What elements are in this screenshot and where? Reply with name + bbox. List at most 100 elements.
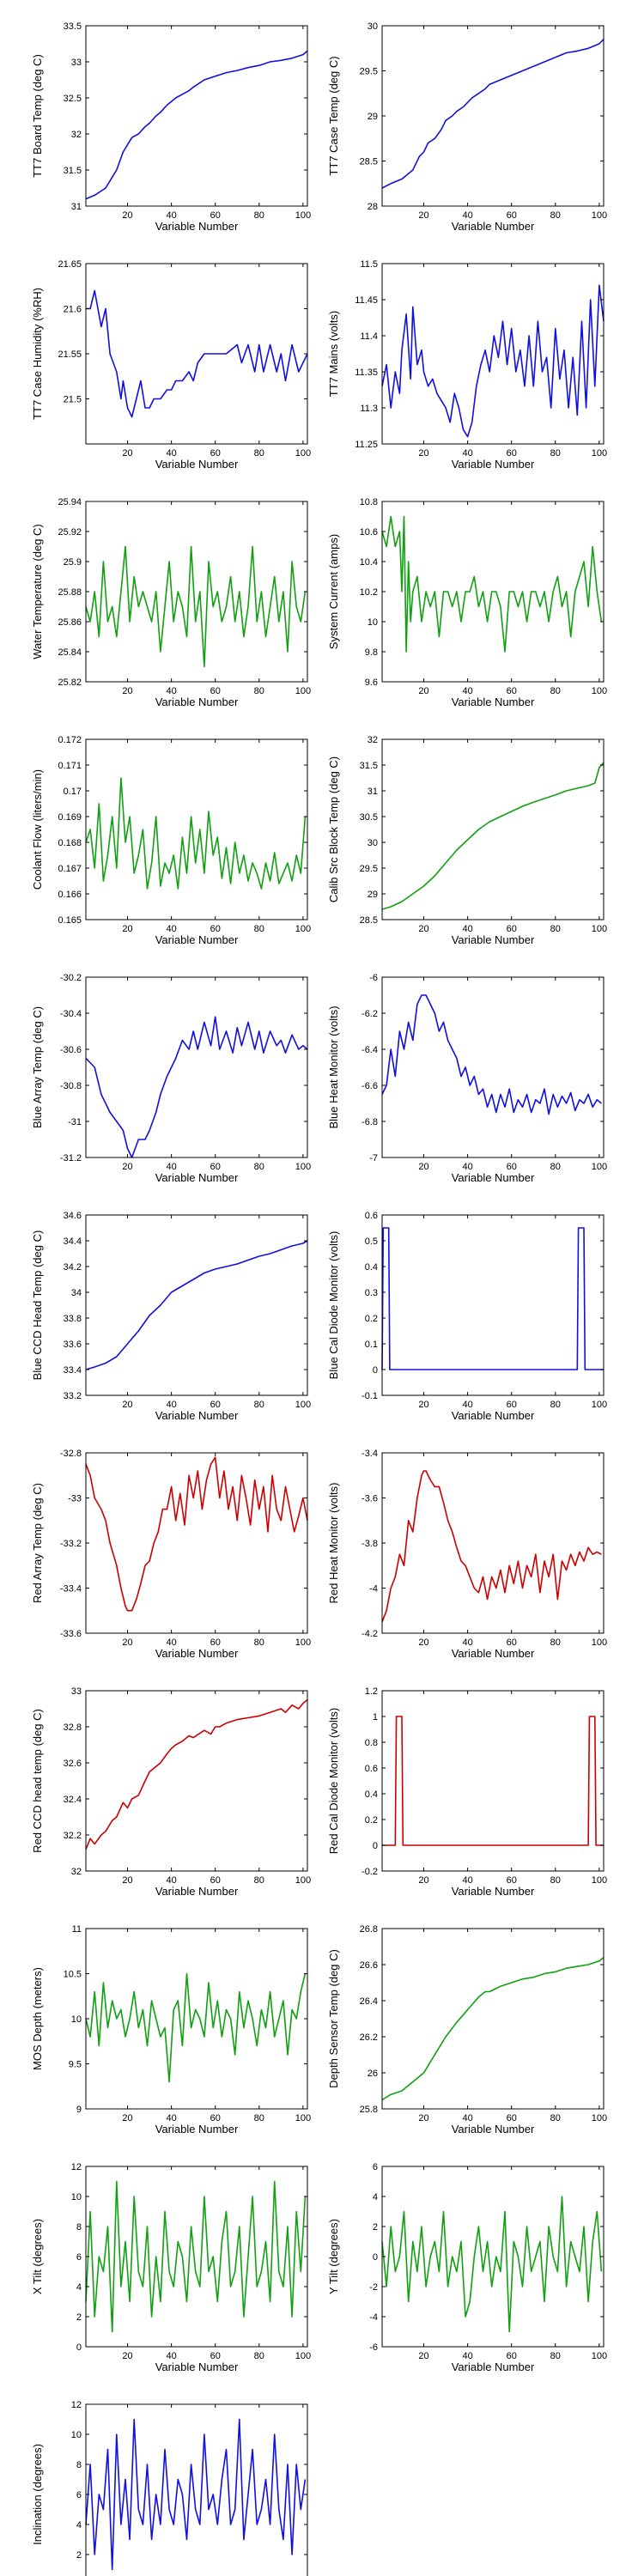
x-axis-label: Variable Number bbox=[452, 696, 535, 708]
y-tick-label: 25.8 bbox=[360, 2105, 378, 2115]
series-line bbox=[86, 289, 308, 418]
x-tick-label: 20 bbox=[122, 924, 132, 934]
chart-panel-16: 20 40 60 80 100 -0.2 0 0.2 0.4 0.6 0.8 1 1.2 Variable… bbox=[327, 1686, 607, 1898]
plot-frame bbox=[381, 1452, 605, 1634]
x-tick-label: 20 bbox=[418, 924, 428, 934]
series-line bbox=[85, 1016, 308, 1158]
x-tick-label: 80 bbox=[550, 2113, 561, 2123]
x-tick-label: 80 bbox=[550, 686, 561, 696]
y-tick-label: 11.45 bbox=[355, 295, 378, 306]
x-tick-label: 40 bbox=[166, 1875, 176, 1886]
x-tick-label: 100 bbox=[295, 1637, 311, 1648]
y-tick-label: 0.171 bbox=[58, 761, 82, 771]
y-tick-label: 8 bbox=[76, 2222, 82, 2233]
y-tick-label: 10 bbox=[71, 2430, 82, 2440]
y-axis-label: Red Array Temp (deg C) bbox=[31, 1483, 44, 1603]
y-tick-label: 0 bbox=[373, 2252, 378, 2263]
x-tick-label: 100 bbox=[592, 686, 607, 696]
y-tick-label: 26.8 bbox=[360, 1924, 378, 1935]
x-tick-label: 60 bbox=[507, 448, 517, 459]
y-tick-label: 31 bbox=[71, 202, 82, 212]
x-tick-label: 60 bbox=[210, 1637, 221, 1648]
y-tick-label: 6 bbox=[76, 2490, 82, 2500]
chart-panel-12: 20 40 60 80 100 -0.1 0 0.1 0.2 0.3 0.4 0.5 0.6 Variab… bbox=[327, 1211, 607, 1422]
x-tick-label: 20 bbox=[122, 686, 132, 696]
x-tick-label: 40 bbox=[462, 210, 472, 221]
x-tick-label: 20 bbox=[122, 448, 132, 459]
y-tick-label: 11 bbox=[72, 1924, 82, 1935]
x-tick-label: 80 bbox=[550, 448, 561, 459]
y-tick-label: 0.172 bbox=[58, 735, 82, 745]
series-line bbox=[382, 1716, 604, 1846]
x-tick-label: 60 bbox=[507, 924, 517, 934]
series-line bbox=[85, 777, 307, 890]
y-tick-label: 6 bbox=[373, 2162, 378, 2172]
y-tick-label: -4.2 bbox=[361, 1629, 378, 1639]
y-tick-label: -31.2 bbox=[60, 1153, 82, 1163]
series-line bbox=[85, 1972, 307, 2083]
y-tick-label: 0.2 bbox=[365, 1815, 378, 1826]
y-tick-label: 4 bbox=[76, 2282, 82, 2293]
y-tick-label: 0 bbox=[76, 2342, 82, 2353]
x-tick-label: 80 bbox=[254, 686, 264, 696]
chart-panel-14: 20 40 60 80 100 -4.2 -4 -3.8 -3.6 -3.4 Variable Nu… bbox=[327, 1449, 607, 1660]
y-tick-label: 25.88 bbox=[58, 587, 82, 598]
x-tick-label: 60 bbox=[210, 2113, 221, 2123]
y-tick-label: 2 bbox=[76, 2550, 82, 2561]
plot-frame bbox=[85, 25, 308, 207]
x-tick-label: 100 bbox=[295, 1162, 311, 1172]
y-axis-label: Red CCD head temp (deg C) bbox=[31, 1709, 44, 1853]
x-tick-label: 80 bbox=[254, 1162, 264, 1172]
y-tick-label: 28.5 bbox=[360, 915, 378, 926]
y-tick-label: 33 bbox=[71, 58, 82, 68]
y-tick-label: 34.6 bbox=[64, 1211, 82, 1221]
y-tick-label: 32.6 bbox=[64, 1759, 82, 1769]
y-tick-label: 11.25 bbox=[355, 440, 378, 450]
x-tick-label: 80 bbox=[254, 1400, 264, 1410]
x-tick-label: 80 bbox=[550, 1162, 561, 1172]
x-tick-label: 40 bbox=[462, 2351, 472, 2361]
series-line bbox=[381, 2196, 603, 2333]
y-tick-label: 1.2 bbox=[365, 1686, 378, 1697]
x-tick-label: 80 bbox=[254, 1637, 264, 1648]
x-tick-label: 60 bbox=[507, 1162, 517, 1172]
chart-panel-9: 20 40 60 80 100 -31.2 -31 -30.8 -30.6 -30.4 -30.2 V… bbox=[31, 973, 311, 1184]
y-tick-label: 21.55 bbox=[58, 349, 82, 360]
y-axis-label: TT7 Board Temp (deg C) bbox=[31, 54, 44, 178]
series-line bbox=[85, 2180, 307, 2333]
plot-frame bbox=[381, 976, 605, 1158]
y-tick-label: 31 bbox=[368, 787, 378, 797]
x-tick-label: 40 bbox=[166, 924, 176, 934]
x-tick-label: 20 bbox=[418, 1875, 428, 1886]
y-tick-label: 21.5 bbox=[64, 395, 82, 405]
x-axis-label: Variable Number bbox=[155, 220, 239, 233]
y-tick-label: 33.4 bbox=[64, 1365, 82, 1376]
y-tick-label: 4 bbox=[76, 2520, 82, 2530]
y-tick-label: 25.94 bbox=[58, 497, 82, 507]
y-tick-label: 10.4 bbox=[360, 557, 378, 568]
y-tick-label: 0.169 bbox=[58, 812, 82, 823]
y-tick-label: 25.9 bbox=[64, 557, 82, 568]
y-tick-label: 2 bbox=[373, 2222, 378, 2233]
x-tick-label: 100 bbox=[592, 210, 607, 221]
y-tick-label: 29.5 bbox=[360, 67, 378, 77]
y-axis-label: TT7 Mains (volts) bbox=[327, 311, 340, 397]
x-tick-label: 60 bbox=[507, 1400, 517, 1410]
x-tick-label: 100 bbox=[592, 924, 607, 934]
x-tick-label: 80 bbox=[254, 2351, 264, 2361]
plot-frame bbox=[85, 738, 308, 920]
y-axis-label: Blue Array Temp (deg C) bbox=[31, 1006, 44, 1128]
y-tick-label: 33.8 bbox=[64, 1314, 82, 1324]
chart-panel-2: 20 40 60 80 100 28 28.5 29 29.5 30 Variable Number… bbox=[327, 21, 607, 233]
y-tick-label: -6.8 bbox=[361, 1117, 378, 1127]
y-tick-label: 0.2 bbox=[365, 1314, 378, 1324]
series-line bbox=[381, 1470, 602, 1623]
y-tick-label: -6.6 bbox=[361, 1081, 378, 1091]
x-axis-label: Variable Number bbox=[155, 1885, 239, 1898]
y-tick-label: 33 bbox=[71, 1686, 82, 1697]
x-axis-label: Variable Number bbox=[452, 458, 535, 471]
x-axis-label: Variable Number bbox=[452, 1647, 535, 1660]
chart-panel-8: 20 40 60 80 100 28.5 29 29.5 30 30.5 31 31.5 32 Varia… bbox=[327, 735, 607, 946]
x-tick-label: 80 bbox=[550, 210, 561, 221]
x-tick-label: 20 bbox=[418, 686, 428, 696]
